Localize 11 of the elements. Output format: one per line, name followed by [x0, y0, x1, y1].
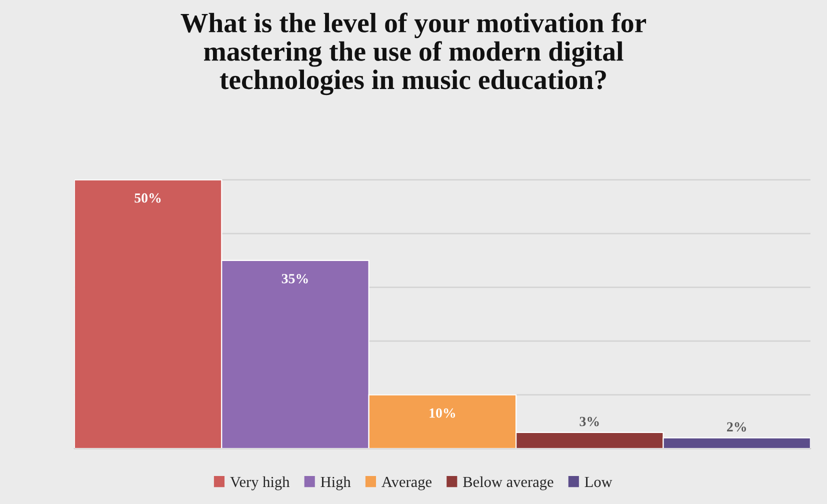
data-label: 3% [580, 416, 599, 426]
data-label: 50% [134, 193, 161, 203]
data-label: 10% [430, 408, 456, 418]
legend-label: Low [584, 476, 612, 488]
data-label: 35% [282, 274, 308, 284]
legend-label: Average [382, 476, 432, 490]
legend-label: Very high [230, 476, 290, 490]
chart-title: What is the level of your motivation for mastering the use of modern digital technologies in music education? [180, 12, 646, 96]
data-label: 2% [727, 422, 746, 432]
legend-label: Below average [463, 476, 554, 490]
legend-label: High [320, 476, 351, 490]
